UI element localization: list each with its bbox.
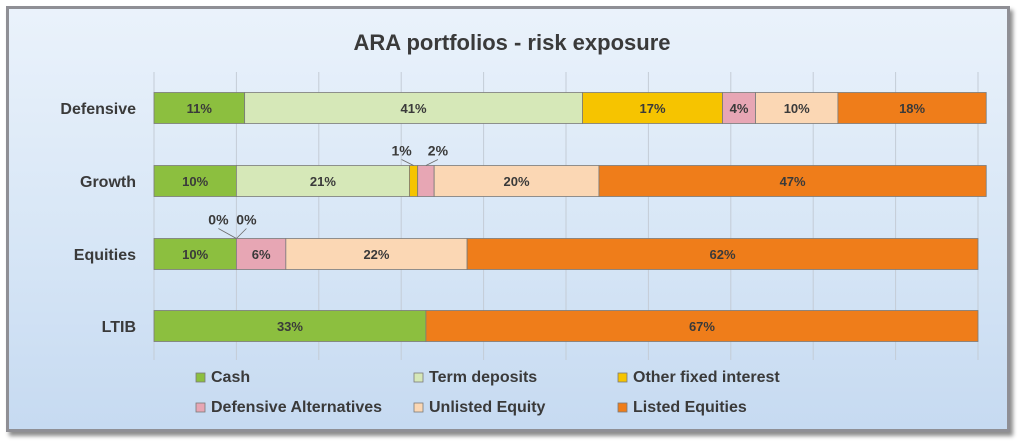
legend-swatch [413,402,424,413]
legend-swatch [195,402,206,413]
legend-swatch [617,402,628,413]
bar-segment [235,238,287,270]
data-label: 4% [730,101,749,116]
legend-label: Cash [211,369,250,386]
chart-title: ARA portfolios - risk exposure [353,30,671,55]
data-label: 1% [391,143,412,159]
bar-segment [244,92,583,124]
data-label: 33% [277,319,303,334]
bar-segment [153,238,237,270]
data-label: 11% [187,101,213,116]
bar-segment [285,238,468,270]
bar-segment [425,310,979,342]
data-label: 10% [182,247,208,262]
category-label: Equities [74,247,136,264]
category-label: LTIB [102,319,136,336]
legend-swatch [413,372,424,383]
leader-line [236,228,247,239]
legend-label: Unlisted Equity [429,399,546,416]
leader-line [218,228,237,239]
data-label: 67% [689,319,715,334]
data-label: 10% [182,174,208,189]
leader-line [425,159,439,166]
bar-segment [466,238,979,270]
bar-segment [153,165,237,197]
legend-label: Other fixed interest [633,369,780,386]
data-label: 0% [236,212,257,228]
bar-segment [417,165,435,197]
leader-line [401,159,414,166]
bar-segment [837,92,987,124]
data-label: 0% [208,212,229,228]
bar-segment [153,310,427,342]
bar-segment [433,165,600,197]
legend-swatch [617,372,628,383]
bar-segment [598,165,987,197]
data-label: 21% [310,174,336,189]
data-label: 6% [252,247,271,262]
chart-frame [6,6,1010,432]
legend-label: Defensive Alternatives [211,399,382,416]
bar-segment [235,165,410,197]
legend-label: Term deposits [429,369,537,386]
data-label: 47% [780,174,806,189]
data-label: 18% [899,101,925,116]
category-label: Growth [80,174,136,191]
data-label: 2% [428,143,449,159]
legend-swatch [195,372,206,383]
bar-segment [409,165,419,197]
bar-segment [755,92,839,124]
data-label: 10% [784,101,810,116]
data-label: 20% [504,174,530,189]
data-label: 22% [363,247,389,262]
data-label: 41% [401,101,427,116]
category-label: Defensive [60,101,136,118]
data-label: 17% [640,101,666,116]
data-label: 62% [710,247,736,262]
legend-label: Listed Equities [633,399,747,416]
